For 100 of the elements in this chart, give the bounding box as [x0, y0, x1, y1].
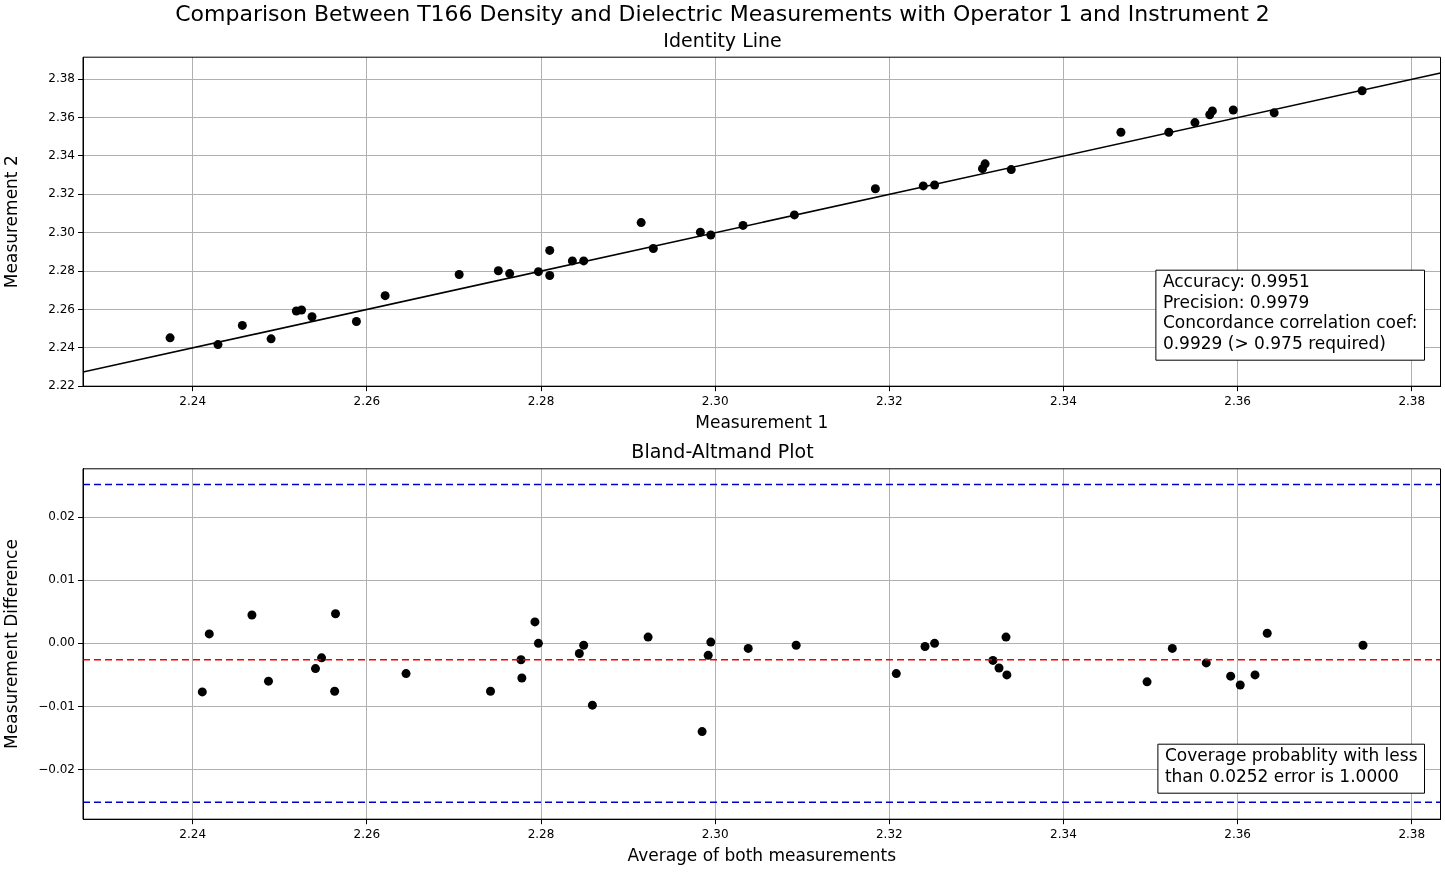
point [1142, 677, 1152, 687]
x-axis-title: Average of both measurements [627, 845, 897, 866]
point [648, 243, 658, 253]
point [743, 643, 753, 653]
x-tick-label: 2.30 [701, 826, 729, 841]
y-tick-label: 2.38 [48, 71, 75, 86]
annotation: Accuracy: 0.9951 Precision: 0.9979 Concordance correlation coef: 0.9929 (> 0.975 required) [1162, 271, 1418, 353]
x-tick-label: 2.28 [527, 826, 555, 841]
point [1250, 670, 1260, 680]
point [994, 663, 1004, 673]
point [505, 269, 515, 279]
point [1358, 640, 1368, 650]
x-tick-label: 2.26 [353, 393, 381, 408]
x-tick-label: 2.38 [1398, 393, 1426, 408]
chart-title: Comparison Between T166 Density and Dielectric Measurements with Operator 1 and Instrument 2 [175, 0, 1270, 26]
point [493, 266, 503, 276]
x-tick-label: 2.26 [353, 826, 381, 841]
x-tick-label: 2.28 [527, 393, 555, 408]
point [401, 669, 411, 679]
point [307, 312, 317, 322]
point [1164, 127, 1174, 137]
y-tick-label: 0.00 [48, 635, 75, 650]
point [891, 669, 901, 679]
y-tick-label: 0.01 [48, 572, 75, 587]
point [643, 632, 653, 642]
y-tick-label: 2.24 [48, 339, 75, 354]
point [331, 609, 341, 619]
chart-subtitle: Identity Line [663, 28, 782, 51]
point [1269, 108, 1279, 118]
y-tick-label: 0.02 [48, 509, 75, 524]
point [1226, 671, 1236, 681]
y-tick-label: 2.32 [48, 186, 75, 201]
x-tick-label: 2.38 [1398, 826, 1426, 841]
point [165, 333, 175, 343]
x-tick-label: 2.32 [875, 826, 903, 841]
y-tick-label: −0.02 [38, 761, 75, 776]
point [1190, 118, 1200, 128]
y-tick-label: 2.30 [48, 224, 75, 239]
point [567, 256, 577, 266]
point [706, 230, 716, 240]
point [636, 218, 646, 228]
point [706, 637, 716, 647]
point [1357, 86, 1367, 96]
point [204, 629, 214, 639]
point [789, 210, 799, 220]
point [703, 650, 713, 660]
point [980, 159, 990, 169]
point [351, 317, 361, 327]
annotation: Coverage probablity with less than 0.0252 error is 1.0000 [1164, 745, 1418, 786]
point [579, 256, 589, 266]
y-tick-label: 2.22 [48, 378, 75, 393]
point [695, 227, 705, 237]
point [266, 334, 276, 344]
point [533, 267, 543, 277]
point [1167, 643, 1177, 653]
x-axis-title: Measurement 1 [695, 412, 829, 433]
point [533, 638, 543, 648]
point [587, 700, 597, 710]
y-tick-label: −0.01 [38, 698, 75, 713]
x-tick-label: 2.34 [1050, 826, 1077, 841]
x-tick-label: 2.30 [701, 393, 729, 408]
point [697, 727, 707, 737]
point [918, 181, 928, 191]
point [574, 648, 584, 658]
x-tick-label: 2.32 [875, 393, 903, 408]
y-tick-label: 2.34 [48, 148, 75, 163]
point [1262, 628, 1272, 638]
point [870, 184, 880, 194]
point [380, 291, 390, 301]
chart-title: Bland-Altmand Plot [631, 440, 814, 463]
x-tick-label: 2.34 [1050, 393, 1077, 408]
x-tick-label: 2.36 [1224, 393, 1251, 408]
point [237, 320, 247, 330]
point [517, 673, 527, 683]
point [920, 642, 930, 652]
x-tick-label: 2.24 [179, 393, 207, 408]
point [310, 664, 320, 674]
point [213, 340, 223, 350]
point [1002, 670, 1012, 680]
point [454, 270, 464, 280]
point [930, 180, 940, 190]
point [1006, 165, 1016, 175]
point [930, 638, 940, 648]
y-tick-label: 2.36 [48, 109, 75, 124]
point [545, 271, 555, 281]
point [579, 640, 589, 650]
point [486, 686, 496, 696]
point [330, 686, 340, 696]
x-tick-label: 2.36 [1224, 826, 1251, 841]
point [1207, 106, 1217, 116]
point [791, 640, 801, 650]
y-tick-label: 2.26 [48, 301, 75, 316]
point [1116, 127, 1126, 137]
point [1228, 105, 1238, 115]
y-axis-title: Measurement 2 [0, 155, 21, 289]
y-tick-label: 2.28 [48, 263, 75, 278]
point [197, 687, 207, 697]
point [545, 245, 555, 255]
point [530, 617, 540, 627]
point [297, 305, 307, 315]
